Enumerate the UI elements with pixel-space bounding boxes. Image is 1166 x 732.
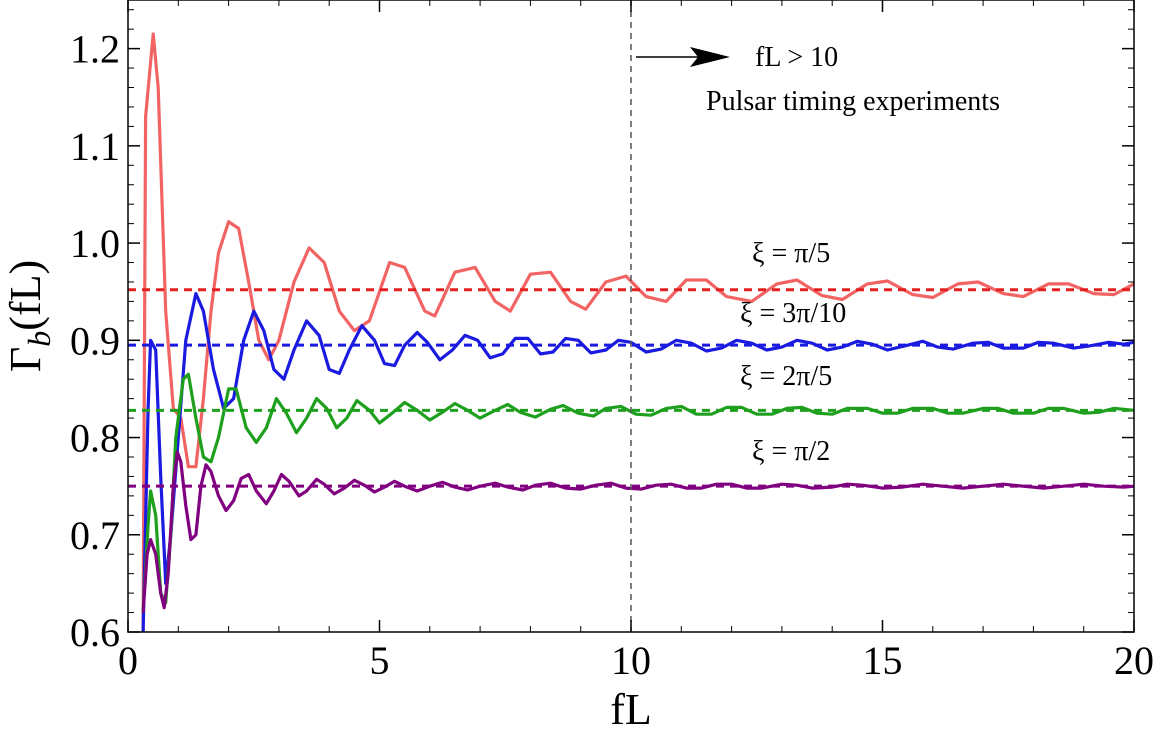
annotation-arrow-text: fL > 10 [755, 42, 838, 73]
y-tick-label: 1.2 [70, 27, 120, 72]
annotation-arrow [636, 47, 730, 67]
series-line-2 [141, 372, 1134, 613]
y-axis-title: Γb(fL) [1, 260, 57, 372]
y-axis-title-main: Γ [1, 347, 50, 372]
label-xi-pi-2: ξ = π/2 [752, 436, 830, 467]
series-line-3 [141, 450, 1134, 613]
x-tick-label: 10 [611, 638, 651, 683]
y-tick-label: 0.9 [70, 318, 120, 363]
y-tick-label: 1.1 [70, 124, 120, 169]
y-tick-label: 0.8 [70, 416, 120, 461]
y-axis-title-tail: (fL) [1, 260, 50, 331]
series-layer [141, 32, 1134, 632]
y-tick-label: 1.0 [70, 221, 120, 266]
annotation-region-text: Pulsar timing experiments [706, 86, 1000, 117]
y-axis-title-sub: b [21, 331, 57, 347]
label-xi-3pi-10: ξ = 3π/10 [740, 298, 846, 329]
x-tick-label: 0 [118, 638, 138, 683]
series-line-0 [141, 32, 1134, 632]
x-tick-label: 15 [863, 638, 903, 683]
label-xi-2pi-5: ξ = 2π/5 [740, 361, 832, 392]
y-tick-label: 0.7 [70, 513, 120, 558]
y-tick-label: 0.6 [70, 610, 120, 655]
x-tick-label: 20 [1114, 638, 1154, 683]
x-tick-label: 5 [370, 638, 390, 683]
label-xi-pi-5: ξ = π/5 [752, 238, 830, 269]
x-axis-title: fL [610, 685, 652, 732]
tick-layer: 0 5 10 15 20 0.6 0.7 0.8 0.9 1.0 1.1 1.2 [70, 0, 1154, 683]
